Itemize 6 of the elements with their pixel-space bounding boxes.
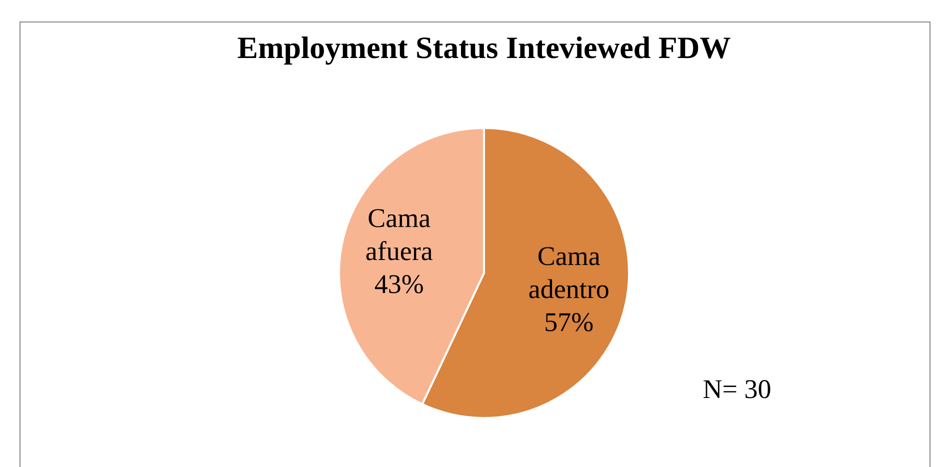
text: N= 30 (702, 374, 772, 404)
data-label: 57% (544, 307, 594, 338)
data-label: 43% (374, 269, 424, 300)
slice-label: Cama adentro (528, 241, 610, 304)
chart-title: Employment Status Inteviewed FDW (237, 30, 731, 65)
slice-label: Cama afuera (365, 203, 433, 266)
